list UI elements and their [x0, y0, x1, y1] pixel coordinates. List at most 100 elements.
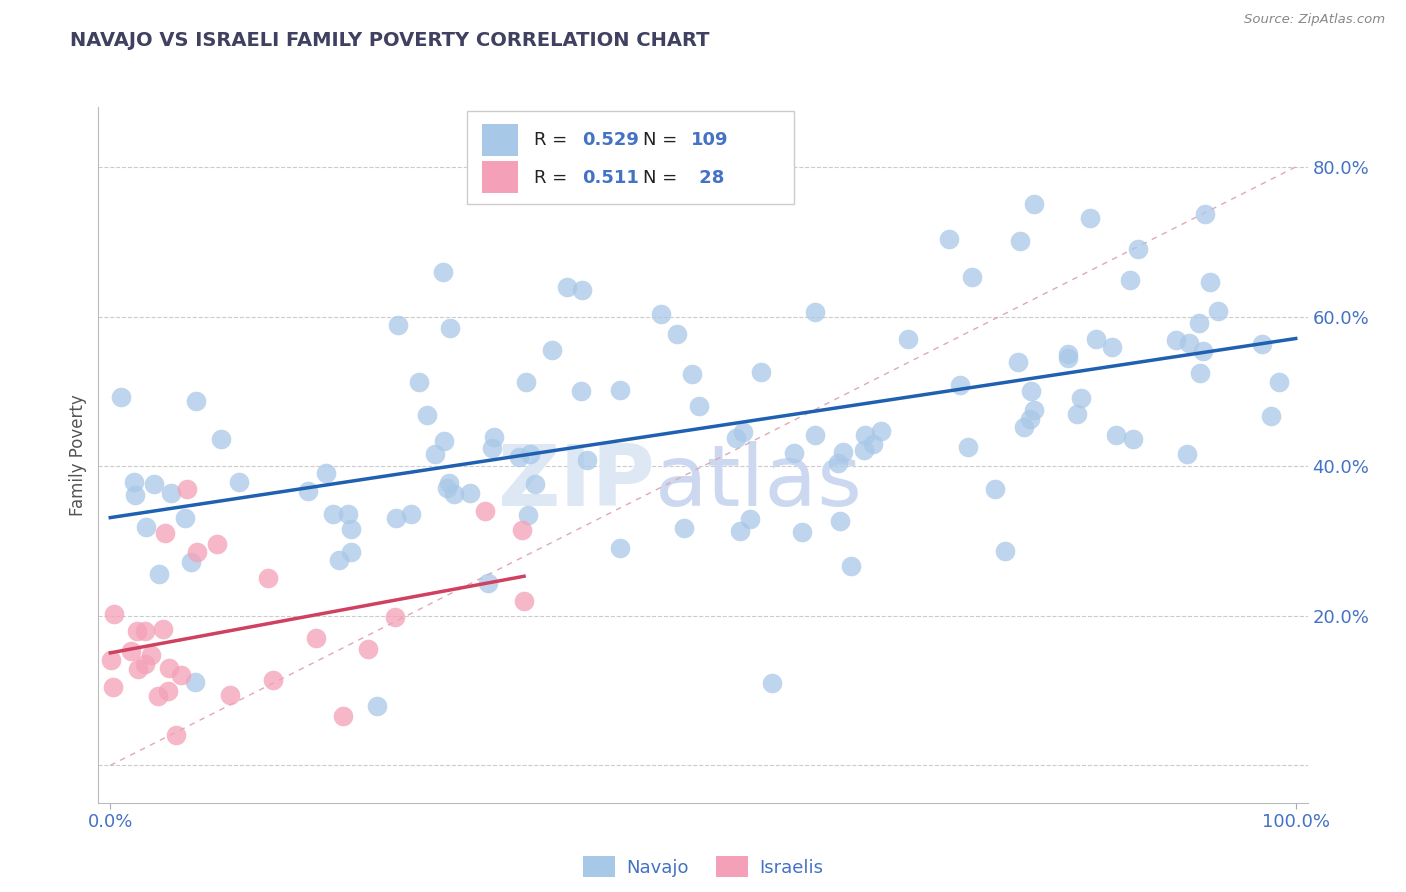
- Point: [609, 383, 631, 397]
- Point: [1119, 273, 1142, 287]
- Point: [209, 432, 232, 446]
- Point: [1260, 409, 1282, 424]
- Point: [148, 566, 170, 581]
- Bar: [482, 161, 517, 193]
- Point: [1057, 351, 1080, 365]
- Point: [110, 390, 132, 404]
- Point: [186, 545, 208, 559]
- Point: [385, 511, 408, 525]
- Point: [897, 332, 920, 346]
- Point: [477, 576, 499, 591]
- Point: [439, 320, 461, 334]
- Point: [1007, 355, 1029, 369]
- Point: [513, 594, 536, 608]
- Point: [156, 684, 179, 698]
- Point: [869, 424, 891, 438]
- Point: [101, 680, 124, 694]
- Point: [688, 399, 710, 413]
- Point: [804, 428, 827, 442]
- Point: [139, 648, 162, 662]
- Point: [1128, 242, 1150, 256]
- Point: [938, 232, 960, 246]
- Point: [433, 434, 456, 448]
- Point: [516, 508, 538, 522]
- Point: [305, 632, 328, 646]
- Point: [1101, 340, 1123, 354]
- Point: [949, 378, 972, 392]
- Point: [510, 523, 533, 537]
- Point: [1066, 407, 1088, 421]
- Point: [827, 456, 849, 470]
- Point: [366, 698, 388, 713]
- Point: [1057, 347, 1080, 361]
- Point: [1018, 412, 1040, 426]
- Point: [956, 440, 979, 454]
- Text: atlas: atlas: [655, 442, 863, 524]
- Point: [122, 475, 145, 490]
- Point: [1251, 337, 1274, 351]
- Point: [571, 283, 593, 297]
- Point: [803, 305, 825, 319]
- Point: [557, 280, 579, 294]
- Y-axis label: Family Poverty: Family Poverty: [69, 394, 87, 516]
- Point: [524, 476, 547, 491]
- Point: [443, 486, 465, 500]
- Point: [665, 327, 688, 342]
- Point: [481, 442, 503, 456]
- Point: [1084, 332, 1107, 346]
- Point: [962, 269, 984, 284]
- Point: [257, 571, 280, 585]
- Point: [1078, 211, 1101, 226]
- Point: [357, 641, 380, 656]
- Point: [515, 376, 537, 390]
- Text: N =: N =: [643, 131, 676, 149]
- Point: [782, 446, 804, 460]
- Point: [1192, 344, 1215, 359]
- Point: [228, 475, 250, 489]
- Point: [984, 483, 1007, 497]
- Text: NAVAJO VS ISRAELI FAMILY POVERTY CORRELATION CHART: NAVAJO VS ISRAELI FAMILY POVERTY CORRELA…: [70, 31, 710, 50]
- Point: [672, 520, 695, 534]
- Point: [1014, 420, 1036, 434]
- Point: [336, 507, 359, 521]
- Point: [124, 488, 146, 502]
- Point: [432, 265, 454, 279]
- Point: [205, 536, 228, 550]
- Point: [174, 510, 197, 524]
- Point: [1122, 433, 1144, 447]
- Point: [152, 622, 174, 636]
- Point: [134, 624, 156, 639]
- Point: [399, 507, 422, 521]
- Point: [176, 482, 198, 496]
- Text: 0.529: 0.529: [582, 131, 638, 149]
- Point: [790, 525, 813, 540]
- Point: [862, 437, 884, 451]
- Point: [733, 425, 755, 440]
- Point: [340, 544, 363, 558]
- Point: [127, 624, 149, 638]
- Point: [828, 514, 851, 528]
- Point: [569, 384, 592, 398]
- Point: [519, 446, 541, 460]
- Point: [853, 427, 876, 442]
- Point: [1206, 304, 1229, 318]
- Point: [482, 430, 505, 444]
- Text: 28: 28: [693, 169, 724, 187]
- Point: [408, 375, 430, 389]
- Point: [184, 674, 207, 689]
- Text: Source: ZipAtlas.com: Source: ZipAtlas.com: [1244, 13, 1385, 27]
- Point: [416, 408, 439, 422]
- Text: 109: 109: [690, 131, 728, 149]
- Point: [322, 508, 344, 522]
- Point: [576, 452, 599, 467]
- Point: [1019, 384, 1042, 398]
- Point: [339, 522, 361, 536]
- Point: [262, 673, 284, 688]
- Point: [153, 526, 176, 541]
- Point: [120, 644, 142, 658]
- Text: ZIP: ZIP: [496, 442, 655, 524]
- Point: [1178, 336, 1201, 351]
- Point: [458, 486, 481, 500]
- Point: [681, 368, 703, 382]
- Text: N =: N =: [643, 169, 676, 187]
